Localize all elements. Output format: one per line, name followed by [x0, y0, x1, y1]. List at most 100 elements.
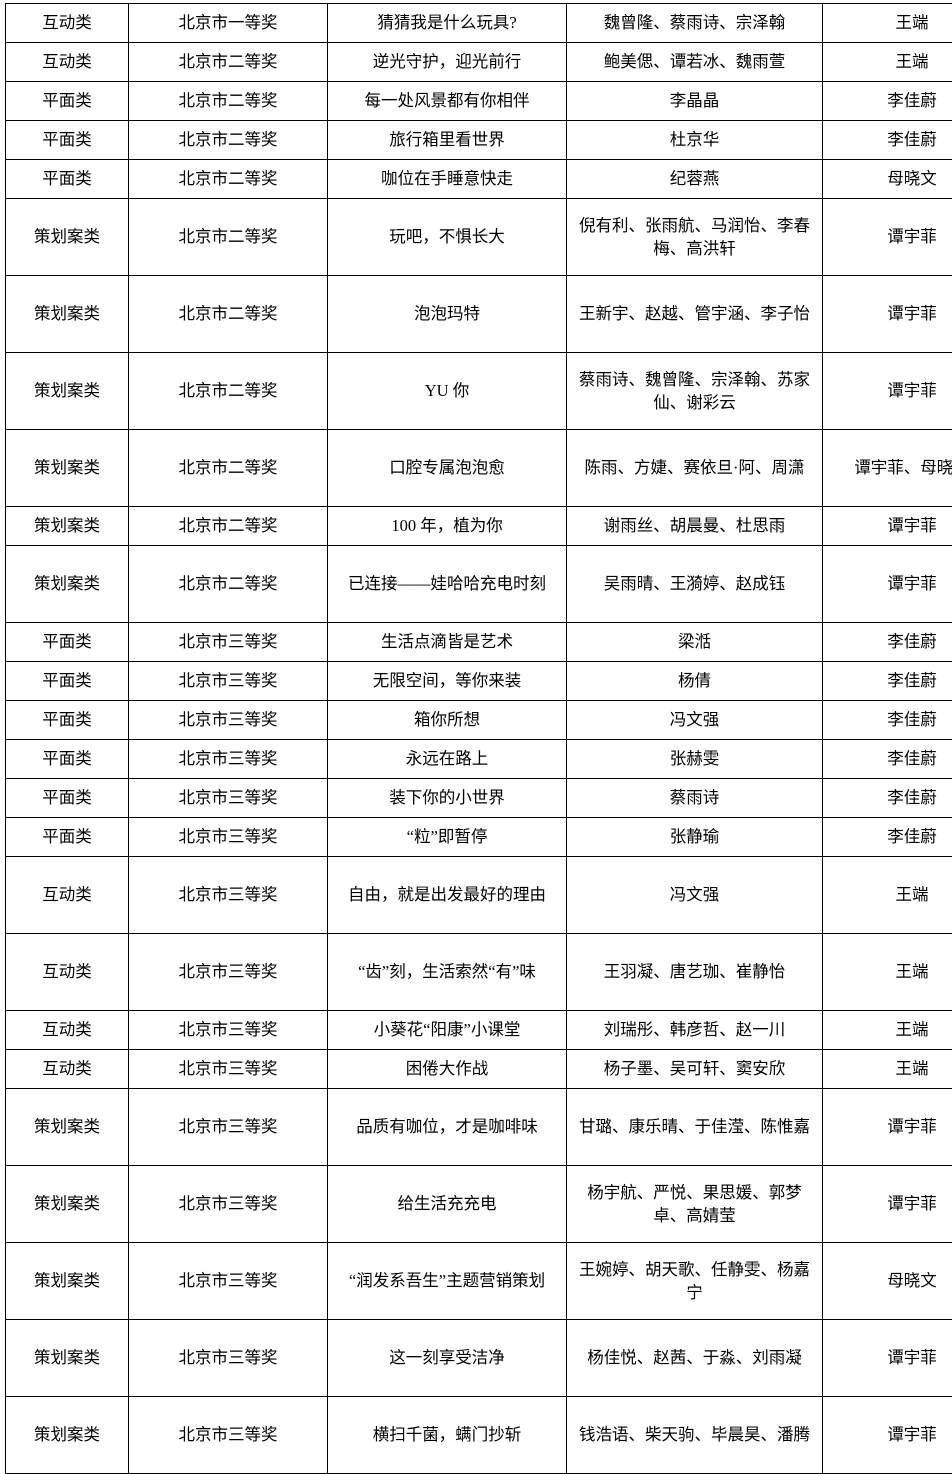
- table-row: 互动类北京市三等奖困倦大作战杨子墨、吴可轩、窦安欣王端: [6, 1050, 952, 1089]
- cell-advisor: 谭宇菲: [823, 276, 952, 353]
- cell-team-members-text: 王婉婷、胡天歌、任静雯、杨嘉宁: [575, 1258, 814, 1305]
- cell-advisor-text: 母晓文: [828, 1269, 952, 1292]
- cell-category-text: 平面类: [11, 89, 123, 112]
- cell-advisor-text: 王端: [828, 960, 952, 983]
- table-row: 策划案类北京市三等奖“润发系吾生”主题营销策划王婉婷、胡天歌、任静雯、杨嘉宁母晓…: [6, 1243, 952, 1320]
- cell-category: 策划案类: [6, 430, 129, 507]
- cell-advisor: 李佳蔚: [823, 121, 952, 160]
- cell-award-level-text: 北京市三等奖: [134, 786, 322, 809]
- cell-team-members-text: 梁湉: [572, 630, 817, 653]
- cell-category-text: 策划案类: [11, 514, 123, 537]
- cell-team-members-text: 杨宇航、严悦、果思媛、郭梦卓、高婧莹: [575, 1181, 814, 1228]
- cell-team-members: 张赫雯: [567, 740, 823, 779]
- cell-award-level-text: 北京市三等奖: [134, 825, 322, 848]
- cell-award-level: 北京市三等奖: [129, 662, 328, 701]
- cell-work-title-text: 品质有咖位，才是咖啡味: [336, 1115, 558, 1138]
- cell-category: 策划案类: [6, 1089, 129, 1166]
- cell-category: 互动类: [6, 4, 129, 43]
- table-row: 平面类北京市二等奖每一处风景都有你相伴李晶晶李佳蔚: [6, 82, 952, 121]
- cell-team-members-text: 陈雨、方婕、赛依旦·阿、周潇: [575, 456, 814, 479]
- cell-work-title-text: 咖位在手睡意快走: [333, 167, 561, 190]
- cell-work-title-text: “粒”即暂停: [333, 825, 561, 848]
- cell-category: 策划案类: [6, 199, 129, 276]
- cell-team-members: 冯文强: [567, 857, 823, 934]
- cell-advisor-text: 谭宇菲: [828, 1423, 952, 1446]
- cell-work-title: 玩吧，不惧长大: [328, 199, 567, 276]
- cell-award-level: 北京市二等奖: [129, 507, 328, 546]
- cell-work-title: 给生活充充电: [328, 1166, 567, 1243]
- cell-advisor: 王端: [823, 4, 952, 43]
- cell-category-text: 策划案类: [11, 225, 123, 248]
- cell-category: 平面类: [6, 160, 129, 199]
- cell-team-members-text: 李晶晶: [572, 89, 817, 112]
- cell-award-level-text: 北京市二等奖: [134, 514, 322, 537]
- cell-advisor-text: 谭宇菲: [828, 572, 952, 595]
- cell-award-level: 北京市二等奖: [129, 546, 328, 623]
- cell-work-title-text: YU 你: [336, 379, 558, 402]
- cell-advisor: 谭宇菲: [823, 1166, 952, 1243]
- cell-category-text: 平面类: [11, 167, 123, 190]
- cell-category: 平面类: [6, 82, 129, 121]
- cell-advisor: 王端: [823, 857, 952, 934]
- cell-team-members: 杨佳悦、赵茜、于淼、刘雨凝: [567, 1320, 823, 1397]
- cell-award-level-text: 北京市三等奖: [134, 960, 322, 983]
- cell-advisor-text: 王端: [828, 50, 952, 73]
- cell-team-members: 纪蓉燕: [567, 160, 823, 199]
- cell-team-members: 魏曾隆、蔡雨诗、宗泽翰: [567, 4, 823, 43]
- cell-advisor: 李佳蔚: [823, 82, 952, 121]
- cell-advisor-text: 李佳蔚: [828, 669, 952, 692]
- cell-team-members: 王新宇、赵越、管宇涵、李子怡: [567, 276, 823, 353]
- cell-advisor-text: 李佳蔚: [828, 786, 952, 809]
- cell-award-level-text: 北京市二等奖: [134, 572, 322, 595]
- cell-advisor-text: 王端: [828, 1018, 952, 1041]
- cell-work-title-text: 每一处风景都有你相伴: [333, 89, 561, 112]
- cell-work-title-text: 100 年，植为你: [333, 514, 561, 537]
- cell-category-text: 互动类: [11, 883, 123, 906]
- cell-award-level-text: 北京市三等奖: [134, 1346, 322, 1369]
- cell-award-level: 北京市一等奖: [129, 4, 328, 43]
- cell-award-level: 北京市三等奖: [129, 934, 328, 1011]
- cell-work-title: 装下你的小世界: [328, 779, 567, 818]
- cell-team-members: 梁湉: [567, 623, 823, 662]
- cell-work-title: 已连接——娃哈哈充电时刻: [328, 546, 567, 623]
- cell-team-members-text: 甘璐、康乐晴、于佳滢、陈惟嘉: [575, 1115, 814, 1138]
- cell-award-level: 北京市三等奖: [129, 1166, 328, 1243]
- cell-category-text: 策划案类: [11, 1115, 123, 1138]
- cell-award-level-text: 北京市三等奖: [134, 1115, 322, 1138]
- cell-work-title: 咖位在手睡意快走: [328, 160, 567, 199]
- cell-award-level: 北京市三等奖: [129, 1320, 328, 1397]
- cell-team-members-text: 冯文强: [575, 883, 814, 906]
- cell-advisor: 王端: [823, 43, 952, 82]
- cell-award-level-text: 北京市三等奖: [134, 669, 322, 692]
- cell-advisor-text: 李佳蔚: [828, 89, 952, 112]
- cell-team-members-text: 钱浩语、柴天驹、毕晨昊、潘腾: [575, 1423, 814, 1446]
- cell-advisor-text: 李佳蔚: [828, 747, 952, 770]
- cell-team-members-text: 蔡雨诗: [572, 786, 817, 809]
- cell-work-title-text: “润发系吾生”主题营销策划: [336, 1269, 558, 1292]
- cell-work-title: 口腔专属泡泡愈: [328, 430, 567, 507]
- cell-advisor: 谭宇菲: [823, 1397, 952, 1474]
- cell-team-members: 刘瑞彤、韩彦哲、赵一川: [567, 1011, 823, 1050]
- cell-award-level-text: 北京市二等奖: [134, 128, 322, 151]
- cell-category: 平面类: [6, 623, 129, 662]
- cell-work-title-text: 这一刻享受洁净: [336, 1346, 558, 1369]
- cell-category: 平面类: [6, 701, 129, 740]
- cell-category: 互动类: [6, 43, 129, 82]
- cell-advisor-text: 李佳蔚: [828, 128, 952, 151]
- cell-work-title-text: 永远在路上: [333, 747, 561, 770]
- table-row: 互动类北京市二等奖逆光守护，迎光前行鲍美偲、谭若冰、魏雨萱王端: [6, 43, 952, 82]
- cell-category: 平面类: [6, 662, 129, 701]
- cell-work-title-text: 逆光守护，迎光前行: [333, 50, 561, 73]
- cell-award-level-text: 北京市二等奖: [134, 50, 322, 73]
- cell-advisor-text: 李佳蔚: [828, 708, 952, 731]
- cell-work-title-text: 生活点滴皆是艺术: [333, 630, 561, 653]
- cell-category: 策划案类: [6, 1243, 129, 1320]
- cell-advisor: 王端: [823, 934, 952, 1011]
- cell-work-title: 每一处风景都有你相伴: [328, 82, 567, 121]
- cell-award-level-text: 北京市二等奖: [134, 302, 322, 325]
- cell-award-level: 北京市二等奖: [129, 82, 328, 121]
- cell-team-members: 王婉婷、胡天歌、任静雯、杨嘉宁: [567, 1243, 823, 1320]
- cell-advisor-text: 谭宇菲: [828, 1115, 952, 1138]
- cell-team-members-text: 刘瑞彤、韩彦哲、赵一川: [572, 1018, 817, 1041]
- cell-work-title-text: “齿”刻，生活索然“有”味: [336, 960, 558, 983]
